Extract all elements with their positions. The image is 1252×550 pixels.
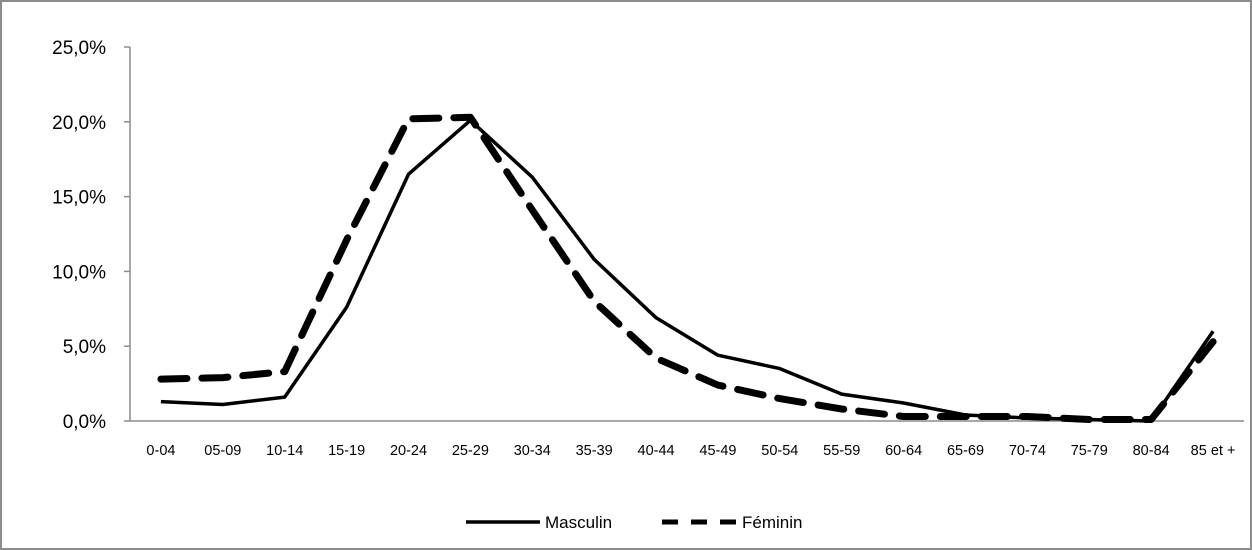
x-tick-label: 55-59 — [823, 443, 860, 459]
x-tick-label: 85 et + — [1191, 443, 1236, 459]
y-tick-label: 20,0% — [52, 113, 106, 134]
y-tick-label: 15,0% — [52, 188, 106, 209]
x-tick-label: 35-39 — [576, 443, 613, 459]
series-line-masculin — [160, 118, 1215, 423]
y-tick-label: 5,0% — [63, 337, 106, 358]
y-tick-label: 0,0% — [63, 412, 106, 433]
x-tick-label: 30-34 — [514, 443, 551, 459]
x-tick-label: 80-84 — [1133, 443, 1170, 459]
y-tick-label: 10,0% — [52, 262, 106, 283]
axes: 0,0% 5,0% 10,0% 15,0% 20,0% 25,0% 0-04 05-09 10-… — [52, 38, 1244, 459]
x-tick-label: 65-69 — [947, 443, 984, 459]
x-tick-label: 25-29 — [452, 443, 489, 459]
x-tick-label: 50-54 — [761, 443, 798, 459]
x-tick-label: 0-04 — [146, 443, 175, 459]
series-line-feminin — [157, 113, 1217, 423]
x-tick-label: 75-79 — [1071, 443, 1108, 459]
y-tick-label: 25,0% — [52, 38, 106, 59]
legend: Masculin Féminin — [466, 513, 802, 532]
x-tick-label: 60-64 — [885, 443, 922, 459]
x-tick-label: 20-24 — [390, 443, 427, 459]
x-tick-label: 70-74 — [1009, 443, 1046, 459]
legend-label-masculin: Masculin — [545, 513, 612, 532]
x-tick-label: 45-49 — [699, 443, 736, 459]
series-lines — [157, 113, 1217, 423]
legend-label-feminin: Féminin — [742, 513, 802, 532]
x-tick-label: 10-14 — [266, 443, 303, 459]
x-tick-label: 15-19 — [328, 443, 365, 459]
x-tick-label: 40-44 — [638, 443, 675, 459]
x-tick-label: 05-09 — [204, 443, 241, 459]
